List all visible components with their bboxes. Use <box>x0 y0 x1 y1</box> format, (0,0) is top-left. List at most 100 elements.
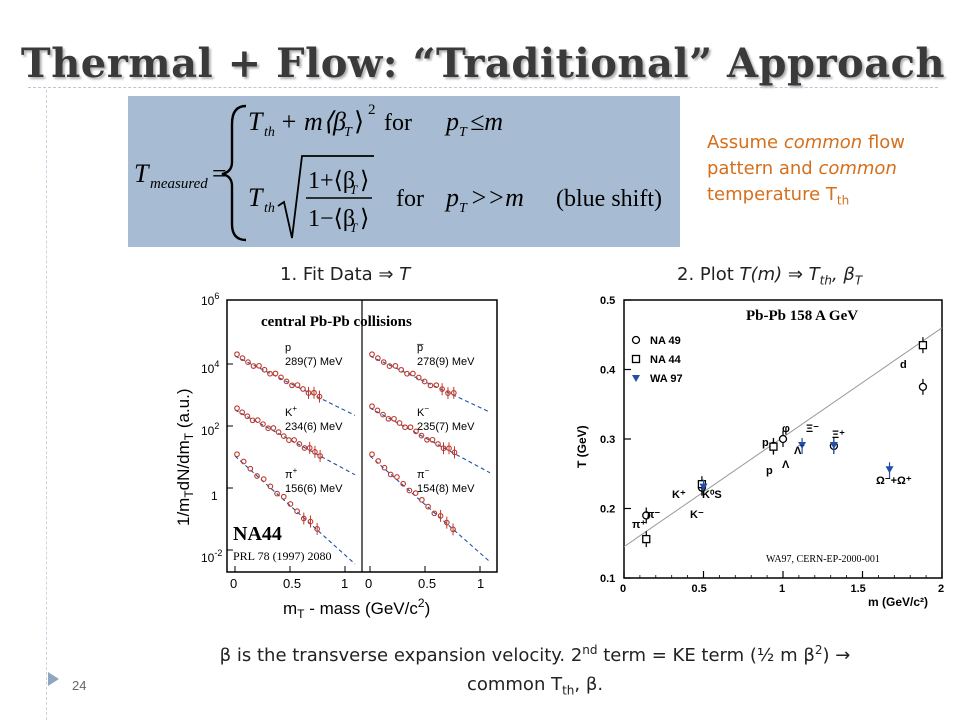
row1-cond-p: p <box>444 107 459 136</box>
xtick-left-0: 0 <box>230 576 237 591</box>
spectra-ylabel: 1/mTdN/dmT (a.u.) <box>174 388 196 526</box>
spectra-point <box>375 458 382 464</box>
row1-for: for <box>384 110 412 136</box>
row2-cond-sub: T <box>459 201 468 216</box>
particle-p-2: p <box>766 465 773 477</box>
spectra-point <box>410 370 416 377</box>
formula-lhs-sub: measured <box>150 176 208 192</box>
spectra-yticks: 106 104 102 1 10-2 <box>201 291 222 565</box>
spectra-point <box>407 424 414 431</box>
chart-point-wa97 <box>885 466 894 474</box>
spectra-point <box>431 510 438 517</box>
spectra-point <box>274 490 280 497</box>
label-kplus: K+ <box>285 404 297 419</box>
spectra-point <box>278 374 284 381</box>
row1-sub: th <box>264 125 275 140</box>
chart-xlabel: m (GeV/c²) <box>868 595 928 609</box>
chart-point-na44 <box>769 442 778 451</box>
chart-xtick-label: 2 <box>938 583 944 595</box>
spectra-point <box>398 366 405 373</box>
page-number: 24 <box>72 678 87 693</box>
spectra-point <box>451 449 458 456</box>
chart-title: Pb-Pb 158 A GeV <box>746 308 858 324</box>
particle-omega: Ω⁻+Ω⁺ <box>876 475 912 487</box>
spectra-point <box>419 496 425 503</box>
spectra-point <box>267 483 274 490</box>
chart-point-na49 <box>642 511 651 520</box>
spectra-figure: 1/mTdN/dmT (a.u.) mT - mass (GeV/c2) cen… <box>174 291 498 620</box>
spectra-point <box>369 451 375 458</box>
sqrt-sign <box>277 155 374 239</box>
spectra-point <box>425 503 431 510</box>
sqrt-num-end: ⟩ <box>360 168 369 194</box>
legend-na49: NA 49 <box>650 335 681 347</box>
spectra-point <box>306 445 313 451</box>
spectra-point <box>412 490 419 496</box>
spectra-point <box>239 409 246 416</box>
chart-xtick-label: 1.5 <box>851 583 866 595</box>
chart-point-wa97 <box>798 441 807 449</box>
particle-d: d <box>900 359 907 371</box>
assumption-note: Assume common flow pattern and common te… <box>707 132 906 208</box>
spectra-point <box>427 382 434 389</box>
spectra-point <box>260 421 266 428</box>
spectra-point <box>386 363 393 369</box>
formula-svg: T measured = T th + m⟨β T ⟩ 2 for p T ≤m… <box>134 102 662 242</box>
spectra-fit-line <box>369 455 491 563</box>
xtick-left-05: 0.5 <box>283 576 301 591</box>
row2-note: (blue shift) <box>556 186 662 212</box>
spectra-point <box>283 378 290 385</box>
spectra-point <box>245 359 251 365</box>
particle-k-plus: K⁺ <box>672 489 686 501</box>
spectra-point <box>254 417 261 423</box>
spectra-point <box>387 471 394 478</box>
particle-k0s: K⁰S <box>702 489 722 501</box>
spectra-point <box>287 501 294 507</box>
chart-point-na49 <box>778 434 788 444</box>
spectra-point <box>272 370 279 377</box>
sqrt-denominator: 1−⟨β <box>308 206 355 232</box>
chart-ylabel: T (GeV) <box>575 425 589 468</box>
formula-equals: = <box>212 159 227 188</box>
particle-xi-plus: Ξ⁺ <box>832 429 845 441</box>
chart-ytick-label: 0.4 <box>600 365 616 377</box>
spectra-point <box>421 378 428 385</box>
row2-cond-p: p <box>444 183 459 212</box>
label-piplus: π+ <box>285 466 298 481</box>
chart-ytick-label: 0.1 <box>600 573 615 585</box>
slide-title: Thermal + Flow: “Traditional” Approach <box>20 40 946 87</box>
xtick-right-0: 0 <box>365 576 372 591</box>
spectra-point <box>250 363 257 369</box>
label-piminus: π− <box>417 466 430 481</box>
formula-box: T measured = T th + m⟨β T ⟩ 2 for p T ≤m… <box>128 96 680 247</box>
label-pbar: p̅ <box>416 342 424 354</box>
spectra-point <box>381 464 388 471</box>
chart-ytick-label: 0.5 <box>600 295 615 307</box>
chart-point-wa97 <box>829 441 838 449</box>
spectra-point <box>300 386 306 392</box>
spectra-point <box>406 487 413 494</box>
spectra-point <box>429 436 436 443</box>
spectra-point <box>396 420 403 426</box>
row2-for: for <box>396 186 424 212</box>
chart-xtick-label: 0 <box>620 583 626 595</box>
particle-pi-minus: π⁻ <box>646 509 660 521</box>
chart-point-na44 <box>918 341 928 350</box>
particle-lambda-bar: Λ̅ <box>794 445 805 457</box>
row2-T: T <box>248 183 264 212</box>
spectra-data-marks <box>227 299 491 572</box>
row1-cond-sub: T <box>459 125 468 140</box>
legend-na44: NA 44 <box>650 354 682 366</box>
spectra-point <box>385 415 392 422</box>
spectra-reference: PRL 78 (1997) 2080 <box>233 549 332 563</box>
spectra-point <box>239 355 246 361</box>
spectra-point <box>445 390 451 396</box>
legend-marker-na49 <box>631 335 641 345</box>
spectra-point <box>369 403 375 410</box>
spectra-point <box>234 351 240 358</box>
spectra-point <box>439 386 445 392</box>
spectra-point <box>249 417 256 424</box>
bottom-explanation: β is the transverse expansion velocity. … <box>145 636 925 706</box>
spectra-point <box>234 451 240 458</box>
spectra-point <box>404 370 410 377</box>
